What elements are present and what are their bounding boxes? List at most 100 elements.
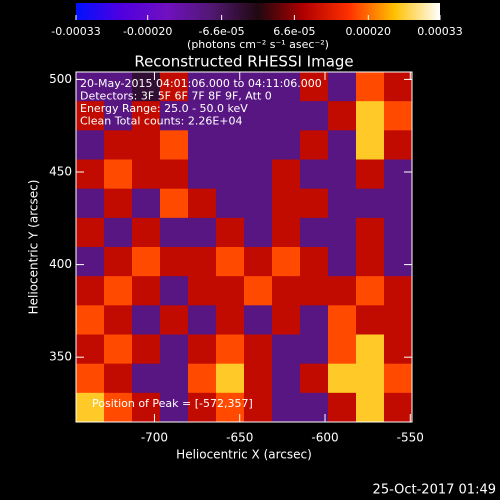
pixel xyxy=(328,247,357,277)
annotation: Detectors: 3F 5F 6F 7F 8F 9F, Att 0 xyxy=(80,90,272,103)
pixel xyxy=(328,276,357,306)
pixel xyxy=(104,276,133,306)
pixel xyxy=(76,72,105,102)
pixel xyxy=(272,159,301,190)
pixel xyxy=(188,188,217,219)
pixel xyxy=(160,305,189,335)
pixel xyxy=(216,247,245,277)
pixel xyxy=(104,159,133,190)
pixel xyxy=(104,334,133,365)
pixel xyxy=(244,188,273,219)
pixel xyxy=(160,72,189,102)
pixel xyxy=(356,334,385,365)
colorbar-tick-label: 0.00020 xyxy=(346,25,392,38)
pixel xyxy=(188,276,217,306)
y-tick-label: 350 xyxy=(49,350,72,364)
pixel xyxy=(356,72,385,102)
pixel xyxy=(132,363,161,394)
pixel xyxy=(216,305,245,335)
pixel xyxy=(356,217,385,248)
pixel xyxy=(76,334,105,365)
pixel xyxy=(300,101,329,131)
pixel xyxy=(132,72,161,102)
y-tick-label: 500 xyxy=(49,72,72,86)
pixel xyxy=(328,101,357,131)
pixel xyxy=(104,392,133,423)
pixel xyxy=(132,130,161,160)
pixel xyxy=(132,101,161,131)
pixel xyxy=(272,392,301,423)
colorbar-tick-label: -0.00033 xyxy=(51,25,100,38)
pixel xyxy=(104,72,133,102)
pixel xyxy=(216,188,245,219)
pixel xyxy=(132,305,161,335)
pixel xyxy=(356,363,385,394)
pixel xyxy=(216,130,245,160)
pixel xyxy=(160,217,189,248)
pixel xyxy=(76,159,105,190)
footer-date: 25-Oct-2017 01:49 xyxy=(373,483,496,498)
pixel xyxy=(356,188,385,219)
pixel xyxy=(188,217,217,248)
pixel xyxy=(272,101,301,131)
pixel xyxy=(216,363,245,394)
pixel xyxy=(328,130,357,160)
pixel xyxy=(272,334,301,365)
pixel xyxy=(328,217,357,248)
chart-title: Reconstructed RHESSI Image xyxy=(134,53,353,71)
annotations: 20-May-2015 04:01:06.000 to 04:11:06.000… xyxy=(80,77,322,410)
pixel xyxy=(160,334,189,365)
pixel xyxy=(384,130,413,160)
pixel xyxy=(300,392,329,423)
pixel xyxy=(104,217,133,248)
pixel xyxy=(188,130,217,160)
pixel xyxy=(384,217,413,248)
pixel xyxy=(160,247,189,277)
pixel xyxy=(160,363,189,394)
pixel xyxy=(300,130,329,160)
pixel xyxy=(356,247,385,277)
pixel xyxy=(216,217,245,248)
pixel xyxy=(272,217,301,248)
pixel xyxy=(384,188,413,219)
pixel xyxy=(216,159,245,190)
colorbar-tick-label: -0.00020 xyxy=(123,25,172,38)
pixel xyxy=(272,188,301,219)
colorbar xyxy=(76,3,440,20)
peak-annotation: Position of Peak = [-572,357] xyxy=(92,397,253,410)
pixel xyxy=(300,159,329,190)
pixel xyxy=(160,276,189,306)
pixel xyxy=(356,101,385,131)
annotation: Energy Range: 25.0 - 50.0 keV xyxy=(80,102,248,115)
pixel xyxy=(328,392,357,423)
pixel xyxy=(244,130,273,160)
pixel xyxy=(188,72,217,102)
pixel xyxy=(188,363,217,394)
x-tick-label: -550 xyxy=(397,431,424,445)
pixel xyxy=(76,305,105,335)
colorbar-tick-label: 6.6e-05 xyxy=(273,25,315,38)
pixel xyxy=(104,363,133,394)
y-axis-label: Heliocentric Y (arcsec) xyxy=(27,180,41,315)
pixel xyxy=(160,188,189,219)
pixel xyxy=(132,159,161,190)
pixel xyxy=(76,392,105,423)
pixel xyxy=(300,72,329,102)
pixel xyxy=(272,276,301,306)
pixel xyxy=(272,72,301,102)
pixel xyxy=(188,247,217,277)
pixel xyxy=(328,72,357,102)
pixel xyxy=(300,276,329,306)
pixel xyxy=(384,276,413,306)
pixel xyxy=(216,276,245,306)
x-tick-label: -600 xyxy=(311,431,338,445)
pixel xyxy=(384,101,413,131)
pixel xyxy=(76,130,105,160)
pixel xyxy=(244,217,273,248)
pixel xyxy=(132,247,161,277)
pixel xyxy=(272,130,301,160)
pixel xyxy=(384,72,413,102)
pixel xyxy=(216,101,245,131)
pixel xyxy=(244,276,273,306)
pixel xyxy=(356,276,385,306)
